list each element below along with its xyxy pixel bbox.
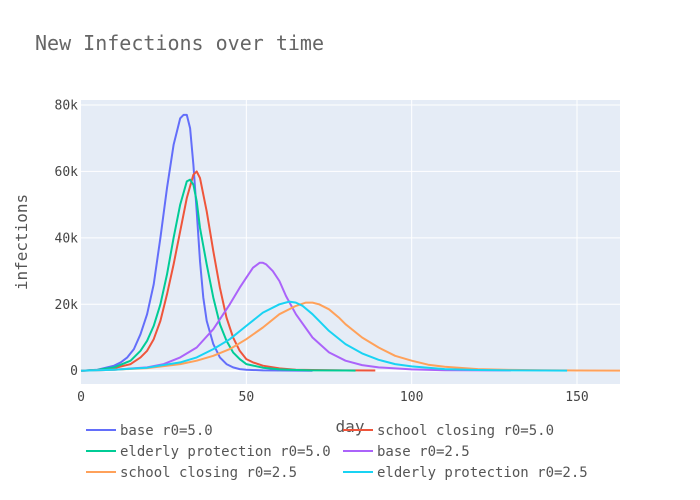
series-line-4 [80, 301, 621, 372]
series-line-5 [80, 300, 568, 372]
legend-label-2: elderly protection r0=5.0 [120, 444, 331, 460]
legend-label-5: elderly protection r0=2.5 [377, 465, 588, 481]
y-tick-label-4: 80k [55, 98, 79, 113]
y-axis-label: infections [12, 194, 31, 290]
plot-area [81, 100, 620, 384]
legend-label-4: school closing r0=2.5 [120, 465, 297, 481]
legend-label-1: school closing r0=5.0 [377, 423, 554, 439]
series-line-2 [80, 178, 356, 372]
legend: base r0=5.0 school closing r0=5.0 elderly … [86, 423, 588, 481]
series-lines [80, 113, 621, 372]
y-tick-label-2: 40k [55, 231, 79, 246]
series-line-0 [80, 113, 313, 372]
x-axis-label: day [336, 417, 365, 436]
legend-label-0: base r0=5.0 [120, 423, 213, 439]
y-tick-label-3: 60k [55, 165, 79, 180]
x-tick-label-3: 150 [565, 390, 588, 405]
x-axis-ticks: 0 50 100 150 [77, 390, 589, 405]
x-tick-label-0: 0 [77, 390, 85, 405]
x-tick-label-2: 100 [400, 390, 423, 405]
y-tick-label-1: 20k [55, 298, 79, 313]
chart-title: New Infections over time [35, 31, 324, 55]
x-tick-label-1: 50 [239, 390, 255, 405]
legend-label-3: base r0=2.5 [377, 444, 470, 460]
series-line-3 [80, 261, 511, 372]
y-axis-ticks: 0 20k 40k 60k 80k [55, 98, 79, 379]
y-tick-label-0: 0 [70, 364, 78, 379]
series-line-1 [80, 170, 376, 372]
